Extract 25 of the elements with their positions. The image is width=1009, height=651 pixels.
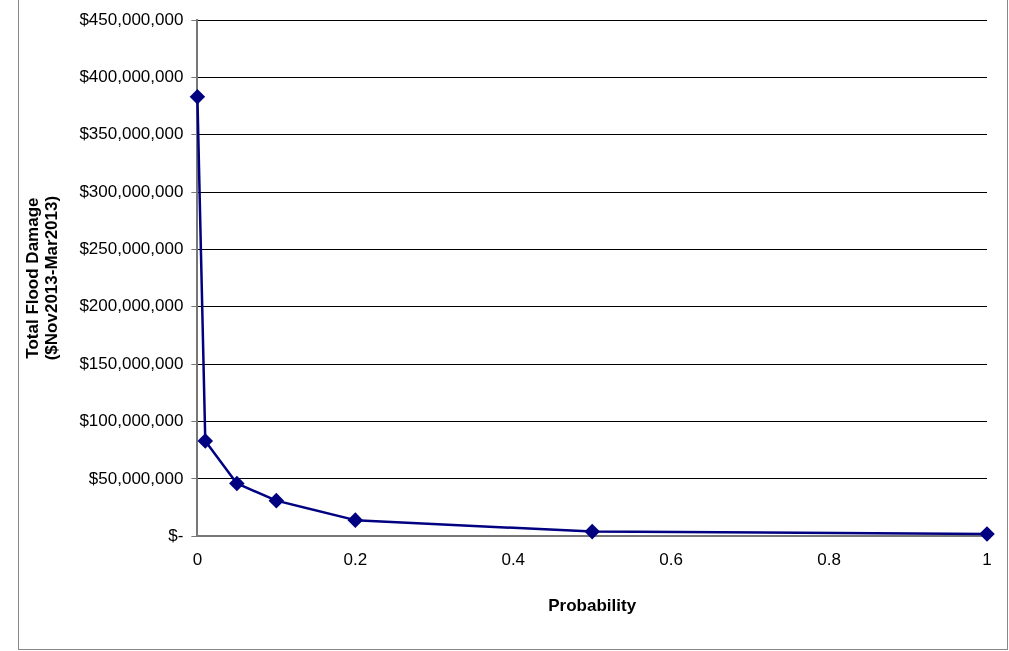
y-tick-label: $100,000,000 bbox=[79, 411, 184, 431]
y-tick-label: $150,000,000 bbox=[79, 353, 184, 373]
y-tick-label: $350,000,000 bbox=[79, 124, 184, 144]
x-tick-label: 0.6 bbox=[659, 550, 683, 570]
point bbox=[190, 89, 205, 105]
y-tick-label: $200,000,000 bbox=[79, 296, 184, 316]
y-axis-title: Total Flood Damage ($Nov2013-Mar2013) bbox=[23, 195, 61, 361]
point bbox=[348, 512, 363, 528]
y-tick-label: $450,000,000 bbox=[79, 9, 184, 29]
y-tick-label: $400,000,000 bbox=[79, 67, 184, 87]
x-tick-label: 0.8 bbox=[817, 550, 841, 570]
y-tick-label: $50,000,000 bbox=[88, 468, 184, 488]
x-tick-label: 0 bbox=[192, 550, 203, 570]
point bbox=[229, 476, 245, 491]
x-tick-label: 0.4 bbox=[501, 550, 526, 570]
point bbox=[198, 433, 213, 449]
point bbox=[269, 493, 284, 508]
y-tick-label: $300,000,000 bbox=[79, 181, 184, 201]
y-tick-label: $- bbox=[168, 525, 184, 545]
x-axis-title: Probability bbox=[548, 596, 637, 616]
y-tick-label: $250,000,000 bbox=[79, 239, 184, 259]
x-tick-label: 1 bbox=[982, 550, 992, 570]
point bbox=[979, 526, 995, 542]
point bbox=[584, 524, 600, 539]
x-tick-label: 0.2 bbox=[343, 550, 368, 570]
